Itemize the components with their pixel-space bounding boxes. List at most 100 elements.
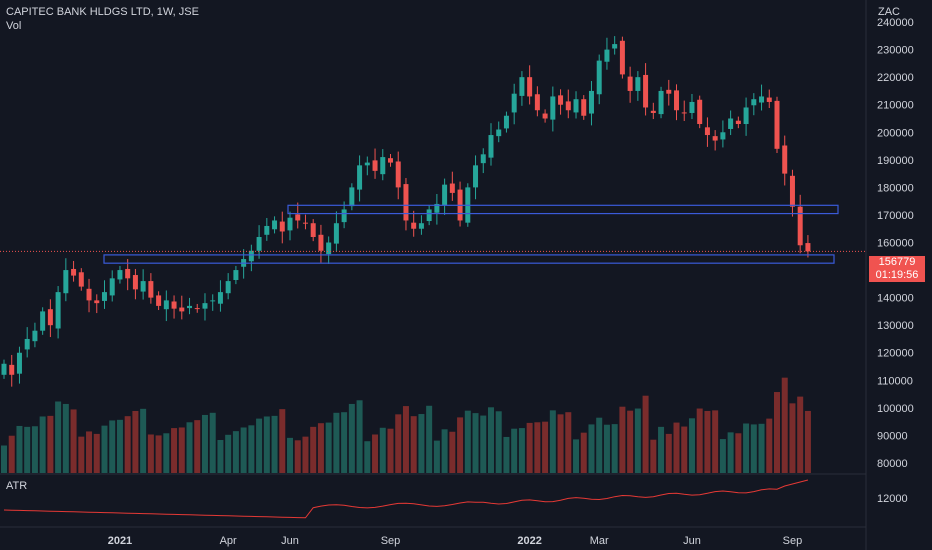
candle-body bbox=[16, 352, 22, 374]
volume-bar bbox=[472, 413, 479, 473]
volume-layer bbox=[1, 377, 811, 473]
volume-bar bbox=[8, 435, 15, 473]
candle bbox=[287, 211, 293, 241]
price-tick-180000: 180000 bbox=[877, 182, 914, 194]
volume-bar bbox=[248, 425, 255, 473]
candle-body bbox=[782, 145, 788, 174]
candle bbox=[171, 295, 177, 319]
volume-bar bbox=[580, 432, 587, 473]
volume-bar bbox=[194, 420, 201, 473]
zone-box[interactable] bbox=[103, 254, 835, 264]
candle-body bbox=[310, 223, 316, 237]
candle-body bbox=[148, 281, 154, 298]
candle-body bbox=[712, 136, 718, 141]
candle bbox=[248, 244, 254, 272]
candle-body bbox=[248, 250, 254, 262]
volume-legend[interactable]: Vol bbox=[6, 20, 22, 32]
volume-bar bbox=[16, 425, 23, 473]
candle bbox=[558, 89, 564, 115]
volume-bar bbox=[147, 434, 154, 473]
candle-body bbox=[86, 288, 92, 301]
volume-bar bbox=[549, 410, 556, 473]
candle bbox=[364, 156, 370, 176]
candle bbox=[117, 265, 123, 284]
candles-layer bbox=[1, 36, 811, 387]
price-tick-240000: 240000 bbox=[877, 17, 914, 29]
candle bbox=[782, 135, 788, 186]
candle-body bbox=[774, 100, 780, 149]
zone-box[interactable] bbox=[287, 204, 839, 215]
volume-bar bbox=[596, 417, 603, 473]
price-axis[interactable]: 80000 90000 100000 110000 120000 130000 140000… bbox=[877, 17, 914, 470]
candle bbox=[720, 120, 726, 148]
candle-body bbox=[558, 95, 564, 105]
candle bbox=[503, 111, 509, 133]
candle-body bbox=[449, 183, 455, 193]
price-tick-140000: 140000 bbox=[877, 293, 914, 305]
candle bbox=[766, 89, 772, 109]
volume-bar bbox=[804, 410, 811, 473]
countdown-tag: 01:19:56 bbox=[869, 269, 925, 282]
time-axis[interactable]: 2021 Apr Jun Sep 2022 Mar Jun Sep bbox=[108, 535, 803, 547]
candle-body bbox=[704, 127, 710, 136]
candle bbox=[395, 151, 401, 200]
candle bbox=[712, 130, 718, 151]
currency-label: ZAC bbox=[878, 6, 900, 18]
volume-bar bbox=[186, 422, 193, 473]
candle-body bbox=[163, 300, 169, 310]
volume-bar bbox=[611, 424, 618, 473]
price-tick-80000: 80000 bbox=[877, 458, 908, 470]
candle bbox=[109, 270, 115, 302]
candle bbox=[310, 219, 316, 242]
volume-bar bbox=[171, 428, 178, 473]
candle-body bbox=[797, 206, 803, 246]
candle bbox=[295, 202, 301, 229]
candle-body bbox=[55, 292, 61, 329]
price-tick-130000: 130000 bbox=[877, 320, 914, 332]
volume-bar bbox=[634, 408, 641, 473]
volume-bar bbox=[124, 416, 131, 473]
candle bbox=[256, 225, 262, 259]
zones-layer bbox=[103, 204, 839, 264]
candle bbox=[279, 211, 285, 244]
candle-body bbox=[140, 281, 146, 292]
candle bbox=[9, 354, 15, 387]
candle-body bbox=[728, 118, 734, 129]
candle-body bbox=[357, 165, 363, 190]
volume-bar bbox=[480, 415, 487, 473]
candle bbox=[132, 268, 138, 300]
volume-bar bbox=[487, 407, 494, 473]
symbol-legend[interactable]: CAPITEC BANK HLDGS LTD, 1W, JSE bbox=[6, 6, 199, 18]
candle bbox=[1, 359, 7, 379]
candle bbox=[496, 121, 502, 143]
price-tick-160000: 160000 bbox=[877, 238, 914, 250]
volume-bar bbox=[279, 409, 286, 473]
candle-body bbox=[658, 90, 664, 115]
candle bbox=[140, 269, 146, 300]
candle bbox=[550, 86, 556, 132]
candle-body bbox=[503, 115, 509, 129]
candle bbox=[704, 117, 710, 147]
candle bbox=[565, 89, 571, 119]
candle-body bbox=[542, 113, 548, 119]
volume-bar bbox=[178, 427, 185, 473]
candle-body bbox=[372, 160, 378, 171]
candle-body bbox=[612, 44, 618, 49]
volume-bar bbox=[348, 403, 355, 473]
candle-body bbox=[550, 96, 556, 120]
candle bbox=[743, 97, 749, 136]
candle bbox=[179, 295, 185, 320]
volume-bar bbox=[534, 422, 541, 473]
candle-body bbox=[511, 93, 517, 113]
candle-body bbox=[442, 184, 448, 206]
volume-bar bbox=[433, 440, 440, 473]
time-tick-2022: 2022 bbox=[517, 535, 541, 547]
volume-bar bbox=[372, 434, 379, 473]
candle bbox=[357, 155, 363, 202]
volume-bar bbox=[163, 433, 170, 473]
atr-legend[interactable]: ATR bbox=[6, 480, 28, 492]
candle bbox=[759, 84, 765, 111]
volume-bar bbox=[116, 419, 123, 473]
time-tick-apr: Apr bbox=[220, 535, 237, 547]
